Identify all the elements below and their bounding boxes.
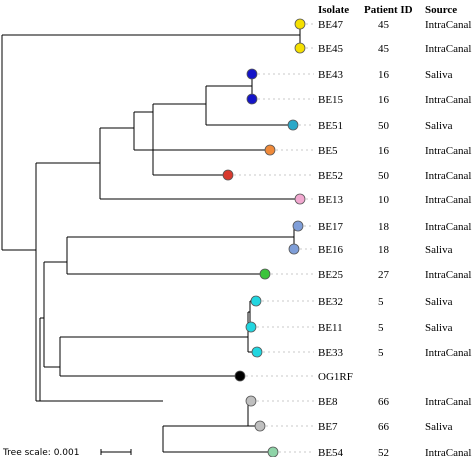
source-label: IntraCanal <box>425 221 471 233</box>
source-label: Saliva <box>425 421 453 433</box>
leaf-row: BE54 52 IntraCanal <box>318 447 471 457</box>
source-label: IntraCanal <box>425 447 471 457</box>
tip-node <box>292 220 304 232</box>
leaf-row: BE13 10 IntraCanal <box>318 194 471 206</box>
isolate-label: BE13 <box>318 194 344 206</box>
leaf-row: BE43 16 Saliva <box>318 69 453 81</box>
patient-id-label: 45 <box>378 19 390 31</box>
leaf-row: BE5 16 IntraCanal <box>318 145 471 157</box>
source-label: IntraCanal <box>425 194 471 206</box>
tip-node <box>254 420 266 432</box>
tree-scale-bar <box>100 449 132 455</box>
patient-id-label: 18 <box>378 221 390 233</box>
leaf-row: BE33 5 IntraCanal <box>318 347 471 359</box>
tip-node <box>246 93 258 105</box>
leaf-row: BE51 50 Saliva <box>318 120 453 132</box>
source-label: Saliva <box>425 244 453 256</box>
tip-node <box>245 395 257 407</box>
tip-node <box>267 446 279 457</box>
source-label: Saliva <box>425 120 453 132</box>
patient-id-label: 45 <box>378 43 390 55</box>
patient-id-label: 16 <box>378 94 390 106</box>
source-label: IntraCanal <box>425 145 471 157</box>
tip-node <box>294 18 306 30</box>
patient-id-label: 52 <box>378 447 389 457</box>
isolate-label: OG1RF <box>318 371 353 383</box>
leaf-rows: BE47 45 IntraCanal BE45 45 IntraCanal BE43 16 Sa… <box>318 19 471 457</box>
patient-id-label: 27 <box>378 269 390 281</box>
tip-node <box>259 268 271 280</box>
source-label: IntraCanal <box>425 43 471 55</box>
leaf-row: BE16 18 Saliva <box>318 244 453 256</box>
tip-node <box>250 295 262 307</box>
source-label: IntraCanal <box>425 396 471 408</box>
tip-node <box>234 370 246 382</box>
patient-id-label: 16 <box>378 145 390 157</box>
isolate-label: BE11 <box>318 322 343 334</box>
patient-id-label: 18 <box>378 244 390 256</box>
isolate-label: BE16 <box>318 244 344 256</box>
leader-lines <box>234 23 314 453</box>
leaf-row: BE52 50 IntraCanal <box>318 170 471 182</box>
isolate-label: BE33 <box>318 347 344 359</box>
isolate-label: BE52 <box>318 170 343 182</box>
tip-node <box>287 119 299 131</box>
header-source: Source <box>425 4 457 16</box>
isolate-label: BE47 <box>318 19 344 31</box>
patient-id-label: 50 <box>378 170 390 182</box>
tip-node <box>246 68 258 80</box>
isolate-label: BE51 <box>318 120 343 132</box>
leaf-row: BE17 18 IntraCanal <box>318 221 471 233</box>
isolate-label: BE5 <box>318 145 338 157</box>
leaf-row: OG1RF <box>318 371 353 383</box>
leaf-row: BE47 45 IntraCanal <box>318 19 471 31</box>
isolate-label: BE45 <box>318 43 344 55</box>
leaf-row: BE8 66 IntraCanal <box>318 396 471 408</box>
isolate-label: BE54 <box>318 447 344 457</box>
tip-node <box>251 346 263 358</box>
patient-id-label: 50 <box>378 120 390 132</box>
leaf-row: BE25 27 IntraCanal <box>318 269 471 281</box>
leaf-row: BE7 66 Saliva <box>318 421 453 433</box>
tree-scale-label: Tree scale: 0.001 <box>2 448 79 457</box>
source-label: Saliva <box>425 322 453 334</box>
tip-node <box>294 193 306 205</box>
source-label: IntraCanal <box>425 19 471 31</box>
isolate-label: BE32 <box>318 296 343 308</box>
leaf-row: BE15 16 IntraCanal <box>318 94 471 106</box>
isolate-label: BE25 <box>318 269 344 281</box>
tip-node <box>264 144 276 156</box>
tree-branches <box>1 24 301 453</box>
source-label: IntraCanal <box>425 170 471 182</box>
patient-id-label: 10 <box>378 194 390 206</box>
patient-id-label: 5 <box>378 347 384 359</box>
patient-id-label: 66 <box>378 421 390 433</box>
patient-id-label: 16 <box>378 69 390 81</box>
patient-id-label: 66 <box>378 396 390 408</box>
tip-node <box>245 321 257 333</box>
leaf-row: BE45 45 IntraCanal <box>318 43 471 55</box>
patient-id-label: 5 <box>378 296 384 308</box>
tip-node <box>288 243 300 255</box>
source-label: Saliva <box>425 296 453 308</box>
isolate-label: BE15 <box>318 94 344 106</box>
patient-id-label: 5 <box>378 322 384 334</box>
header-patient-id: Patient ID <box>364 4 413 16</box>
leaf-row: BE32 5 Saliva <box>318 296 453 308</box>
isolate-label: BE7 <box>318 421 338 433</box>
tip-nodes <box>222 18 306 457</box>
isolate-label: BE43 <box>318 69 344 81</box>
header-isolate: Isolate <box>318 4 349 16</box>
source-label: IntraCanal <box>425 269 471 281</box>
isolate-label: BE17 <box>318 221 344 233</box>
leaf-row: BE11 5 Saliva <box>318 322 453 334</box>
tip-node <box>294 42 306 54</box>
source-label: Saliva <box>425 69 453 81</box>
source-label: IntraCanal <box>425 94 471 106</box>
isolate-label: BE8 <box>318 396 338 408</box>
tip-node <box>222 169 234 181</box>
source-label: IntraCanal <box>425 347 471 359</box>
